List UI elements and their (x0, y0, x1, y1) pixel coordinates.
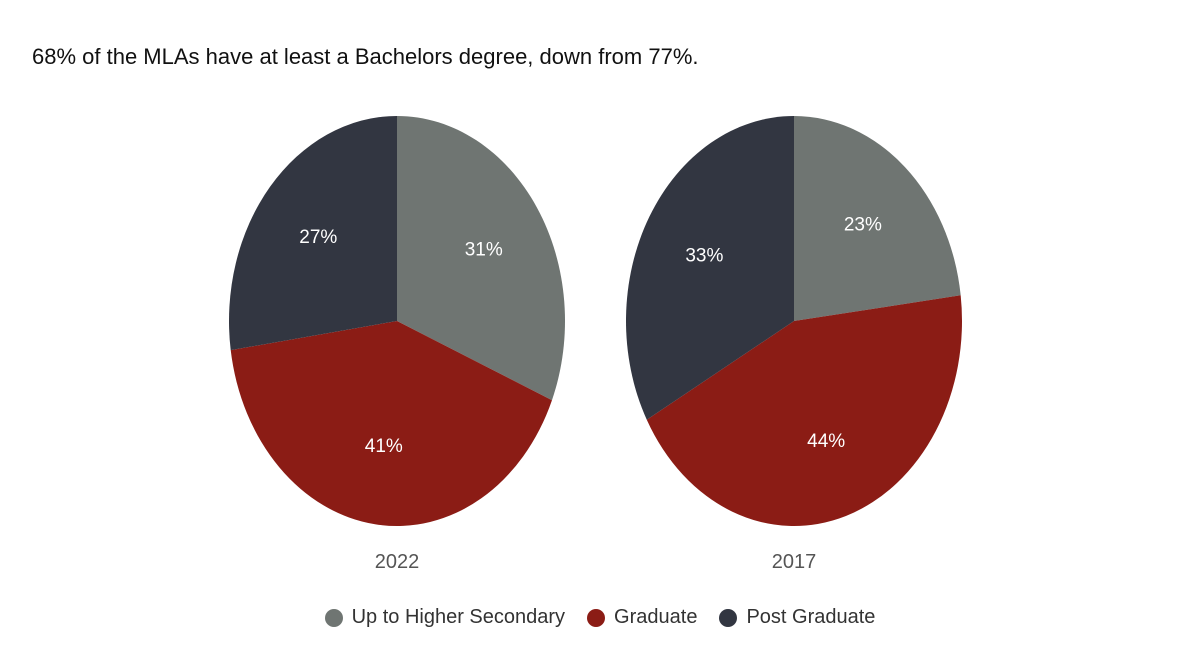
legend-label-post-graduate: Post Graduate (746, 606, 876, 628)
pie-2017-slice-up-to-higher-secondary (794, 116, 961, 321)
pie-2022-slice-post-graduate (229, 116, 397, 351)
pie-2022-label-up-to-higher-secondary: 31% (465, 240, 503, 261)
legend-swatch-up-to-higher-secondary (324, 608, 343, 627)
pie-2022: 31% 41% 27% 2022 (229, 116, 565, 573)
pie-2017-label-post-graduate: 33% (685, 245, 723, 266)
pie-2017-slice-post-graduate (626, 115, 794, 420)
legend: Up to Higher Secondary Graduate Post Gra… (0, 606, 1200, 629)
pie-2017-label-graduate: 44% (807, 431, 845, 452)
pie-2017-slice-graduate (646, 295, 962, 527)
pie-2022-label-graduate: 41% (365, 436, 403, 457)
pie-2022-label-post-graduate: 27% (299, 227, 337, 248)
pie-2017-label-up-to-higher-secondary: 23% (844, 215, 882, 236)
pie-2022-slice-graduate (230, 321, 552, 526)
pie-2022-slice-up-to-higher-secondary (397, 116, 565, 401)
legend-swatch-post-graduate (719, 608, 738, 627)
pie-charts: 31% 41% 27% 2022 23% 44% 33% 2017 (229, 115, 962, 573)
pie-2017: 23% 44% 33% 2017 (626, 115, 962, 573)
legend-label-up-to-higher-secondary: Up to Higher Secondary (351, 606, 566, 628)
legend-label-graduate: Graduate (614, 606, 698, 628)
legend-item-graduate: Graduate (587, 606, 697, 629)
legend-item-up-to-higher-secondary: Up to Higher Secondary (324, 606, 566, 629)
pie-caption-2017: 2017 (772, 551, 817, 573)
chart-title: 68% of the MLAs have at least a Bachelor… (32, 44, 699, 69)
legend-swatch-graduate (587, 608, 606, 627)
pie-caption-2022: 2022 (375, 551, 420, 573)
legend-item-post-graduate: Post Graduate (719, 606, 875, 629)
